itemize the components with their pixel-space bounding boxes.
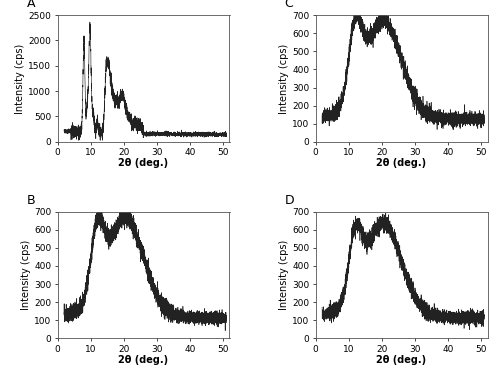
Y-axis label: Intensity (cps): Intensity (cps) — [21, 240, 31, 310]
Text: B: B — [26, 194, 35, 206]
Text: D: D — [284, 194, 294, 206]
Y-axis label: Intensity (cps): Intensity (cps) — [16, 43, 26, 114]
X-axis label: 2θ (deg.): 2θ (deg.) — [118, 355, 168, 365]
Y-axis label: Intensity (cps): Intensity (cps) — [279, 43, 289, 114]
Text: C: C — [284, 0, 294, 10]
X-axis label: 2θ (deg.): 2θ (deg.) — [118, 159, 168, 168]
X-axis label: 2θ (deg.): 2θ (deg.) — [376, 355, 426, 365]
Text: A: A — [26, 0, 35, 10]
Y-axis label: Intensity (cps): Intensity (cps) — [279, 240, 289, 310]
X-axis label: 2θ (deg.): 2θ (deg.) — [376, 159, 426, 168]
